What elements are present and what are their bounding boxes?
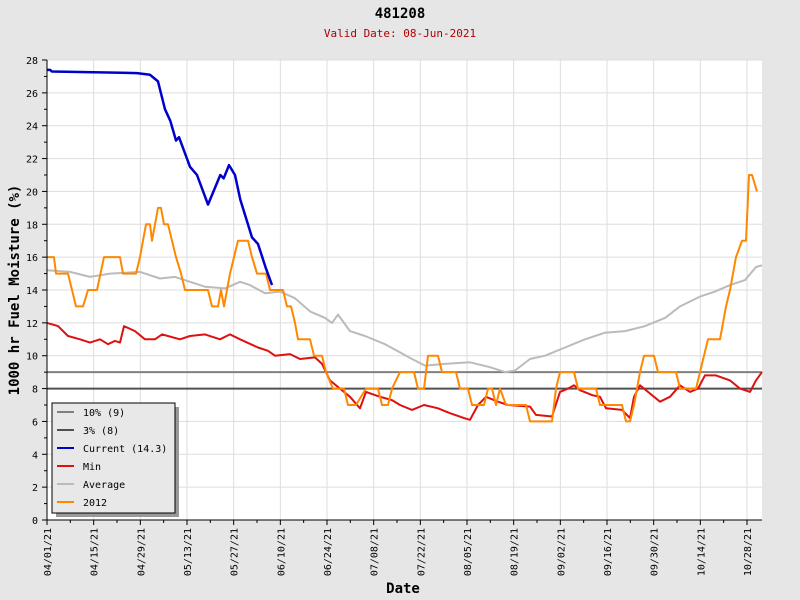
legend-box <box>51 402 176 514</box>
y-tick-label: 22 <box>26 155 38 166</box>
x-tick-label: 05/13/21 <box>183 528 194 576</box>
y-tick-label: 14 <box>26 286 38 297</box>
legend-label: Min <box>83 462 101 473</box>
chart-title: 481208 <box>374 6 426 22</box>
y-tick-label: 10 <box>26 352 38 363</box>
legend: 10% (9) 3% (8) Current (14.3) Min Average 201… <box>51 402 179 517</box>
y-tick-label: 4 <box>32 450 38 461</box>
x-tick-label: 09/02/21 <box>556 528 567 576</box>
x-tick-label: 07/08/21 <box>370 528 381 576</box>
y-tick-label: 20 <box>26 187 38 198</box>
series-line-min <box>46 321 763 421</box>
y-tick-label: 26 <box>26 89 38 100</box>
legend-label: Current (14.3) <box>83 444 167 455</box>
x-tick-label: 08/19/21 <box>510 528 521 576</box>
y-tick-label: 6 <box>32 417 38 428</box>
x-tick-label: 08/05/21 <box>463 528 474 576</box>
chart-subtitle: Valid Date: 08-Jun-2021 <box>323 27 477 40</box>
series-line-average <box>46 264 763 374</box>
x-tick-label: 09/30/21 <box>650 528 661 576</box>
x-axis-label: Date <box>386 581 420 597</box>
x-tick-label: 06/10/21 <box>276 528 287 576</box>
x-tick-label: 05/27/21 <box>230 528 241 576</box>
x-tick-label: 10/28/21 <box>743 528 754 576</box>
x-tick-label: 07/22/21 <box>416 528 427 576</box>
y-tick-label: 18 <box>26 220 38 231</box>
y-tick-label: 0 <box>32 516 38 527</box>
x-tick-label: 09/16/21 <box>603 528 614 576</box>
y-tick-label: 16 <box>26 253 38 264</box>
y-tick-label: 2 <box>32 483 38 494</box>
x-tick-label: 04/29/21 <box>136 528 147 576</box>
series-lines <box>46 68 763 423</box>
series-line-current-14-3 <box>47 68 274 286</box>
x-tick-label: 04/15/21 <box>90 528 101 576</box>
y-tick-label: 12 <box>26 319 38 330</box>
y-tick-label: 24 <box>26 122 38 133</box>
x-tick-label: 04/01/21 <box>43 528 54 576</box>
x-tick-label: 10/14/21 <box>696 528 707 576</box>
legend-label: 2012 <box>83 498 107 509</box>
y-tick-label: 28 <box>26 56 38 67</box>
series-line-2012 <box>47 174 758 423</box>
y-tick-label: 8 <box>32 385 38 396</box>
x-tick-label: 06/24/21 <box>323 528 334 576</box>
legend-label: 10% (9) <box>83 408 125 419</box>
legend-label: 3% (8) <box>83 426 119 437</box>
legend-label: Average <box>83 480 125 491</box>
y-axis-label: 1000 hr Fuel Moisture (%) <box>7 185 23 396</box>
